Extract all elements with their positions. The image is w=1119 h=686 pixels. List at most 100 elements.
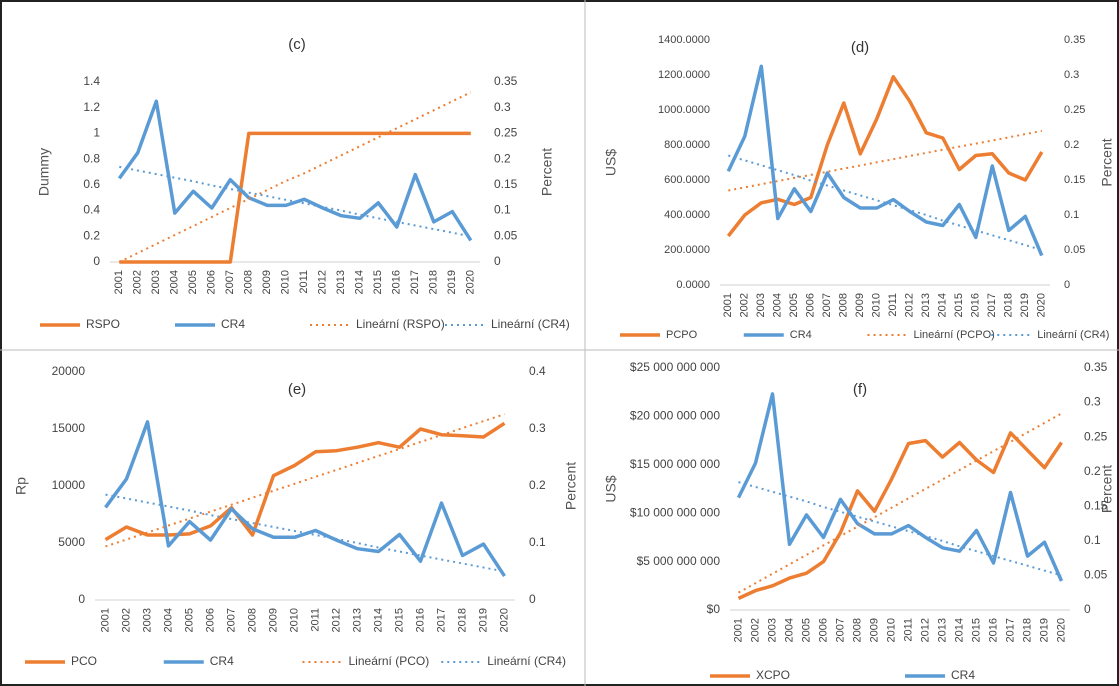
legend-label: CR4 xyxy=(221,317,245,331)
legend-label: PCO xyxy=(71,654,97,668)
series-line xyxy=(119,131,471,264)
y2-tick-label: 0.3 xyxy=(494,100,511,114)
y-tick-label: 0 xyxy=(93,254,100,268)
y2-tick-label: 0.15 xyxy=(1084,498,1108,512)
y2-tick-label: 0.05 xyxy=(494,228,518,242)
trend-line xyxy=(105,413,505,548)
x-tick-label: 2009 xyxy=(261,270,273,294)
y-tick-label: 600.0000 xyxy=(664,174,710,186)
y2-tick-label: 0.35 xyxy=(1084,360,1108,374)
legend-label: RSPO xyxy=(86,317,120,331)
x-tick-label: 2005 xyxy=(788,293,800,317)
x-tick-label: 2019 xyxy=(446,270,458,294)
y2-tick-label: 0 xyxy=(1084,602,1091,616)
x-tick-label: 2019 xyxy=(477,608,489,632)
y-tick-label: 0.0000 xyxy=(676,279,710,291)
x-tick-label: 2016 xyxy=(987,618,999,642)
legend-label: XCPO xyxy=(756,668,790,682)
y-tick-label: 0 xyxy=(78,592,85,606)
x-tick-label: 2018 xyxy=(1021,618,1033,642)
series-line xyxy=(726,75,1044,238)
x-tick-label: 2003 xyxy=(150,270,162,294)
x-tick-label: 2015 xyxy=(953,293,965,317)
x-tick-label: 2002 xyxy=(749,618,761,642)
y2-axis-label: Percent xyxy=(1099,465,1115,513)
y-tick-label: 800.0000 xyxy=(664,139,710,151)
y-tick-label: 15000 xyxy=(52,421,86,435)
x-tick-label: 2014 xyxy=(354,270,366,294)
y-tick-label: $0 xyxy=(707,602,721,616)
x-tick-label: 2020 xyxy=(465,270,477,294)
y2-tick-label: 0.1 xyxy=(529,535,546,549)
y2-axis-label: Percent xyxy=(539,148,555,196)
x-tick-label: 2002 xyxy=(132,270,144,294)
y2-tick-label: 0 xyxy=(529,592,536,606)
x-tick-label: 2020 xyxy=(1036,293,1048,317)
x-tick-label: 2010 xyxy=(288,608,300,632)
y-tick-label: 0.4 xyxy=(83,203,100,217)
legend-label: Lineární (RSPO) xyxy=(356,317,445,331)
y-tick-label: 0.2 xyxy=(83,228,100,242)
x-tick-label: 2011 xyxy=(309,608,321,632)
y2-tick-label: 0.25 xyxy=(494,126,518,140)
y2-tick-label: 0.3 xyxy=(529,421,546,435)
x-tick-label: 2016 xyxy=(970,293,982,317)
x-tick-label: 2009 xyxy=(854,293,866,317)
y2-tick-label: 0.2 xyxy=(494,151,511,165)
y-axis-label: Rp xyxy=(13,477,29,495)
x-tick-label: 2004 xyxy=(772,293,784,317)
trend-line xyxy=(728,130,1042,192)
x-tick-label: 2018 xyxy=(456,608,468,632)
y2-tick-label: 0.25 xyxy=(1084,429,1108,443)
y-tick-label: $25 000 000 000 xyxy=(630,360,720,374)
y-tick-label: $5 000 000 000 xyxy=(637,554,721,568)
x-tick-label: 2019 xyxy=(1019,293,1031,317)
y-tick-label: 1400.0000 xyxy=(658,34,710,46)
trend-line xyxy=(118,91,472,263)
y-tick-label: 200.0000 xyxy=(664,244,710,256)
x-tick-label: 2003 xyxy=(755,293,767,317)
y-tick-label: 1.4 xyxy=(83,74,100,88)
series-line xyxy=(104,420,506,578)
y2-tick-label: 0 xyxy=(494,254,501,268)
x-tick-label: 2005 xyxy=(187,270,199,294)
y2-tick-label: 0 xyxy=(1064,279,1070,291)
y-axis-label: Dummy xyxy=(36,148,52,196)
x-tick-label: 2016 xyxy=(414,608,426,632)
y-tick-label: $10 000 000 000 xyxy=(630,505,720,519)
trend-line xyxy=(105,493,505,573)
x-tick-label: 2015 xyxy=(393,608,405,632)
y-axis-label: US$ xyxy=(603,149,619,176)
y-tick-label: 0.8 xyxy=(83,151,100,165)
chart-title: (c) xyxy=(288,36,306,53)
x-tick-label: 2008 xyxy=(851,618,863,642)
x-tick-label: 2007 xyxy=(224,270,236,294)
legend-label: Lineární (CR4) xyxy=(491,317,570,331)
y2-tick-label: 0.4 xyxy=(529,364,546,378)
x-tick-label: 2018 xyxy=(428,270,440,294)
x-tick-label: 2006 xyxy=(817,618,829,642)
x-tick-label: 2001 xyxy=(732,618,744,642)
series-line xyxy=(104,421,506,542)
x-tick-label: 2013 xyxy=(335,270,347,294)
x-tick-label: 2005 xyxy=(183,608,195,632)
x-tick-label: 2012 xyxy=(317,270,329,294)
x-tick-label: 2020 xyxy=(498,608,510,632)
x-tick-label: 2010 xyxy=(871,293,883,317)
x-tick-label: 2008 xyxy=(243,270,255,294)
x-tick-label: 2017 xyxy=(1004,618,1016,642)
x-tick-label: 2019 xyxy=(1038,618,1050,642)
x-tick-label: 2013 xyxy=(351,608,363,632)
y2-tick-label: 0.3 xyxy=(1084,395,1101,409)
x-tick-label: 2006 xyxy=(204,608,216,632)
series-line xyxy=(737,431,1063,600)
legend-label: Lineární (PCO) xyxy=(349,654,430,668)
x-tick-label: 2018 xyxy=(1003,293,1015,317)
x-tick-label: 2008 xyxy=(838,293,850,317)
y2-tick-label: 0.25 xyxy=(1064,104,1085,116)
chart-title: (e) xyxy=(288,381,306,398)
x-tick-label: 2001 xyxy=(113,270,125,294)
x-tick-label: 2020 xyxy=(1055,618,1067,642)
x-tick-label: 2013 xyxy=(936,618,948,642)
